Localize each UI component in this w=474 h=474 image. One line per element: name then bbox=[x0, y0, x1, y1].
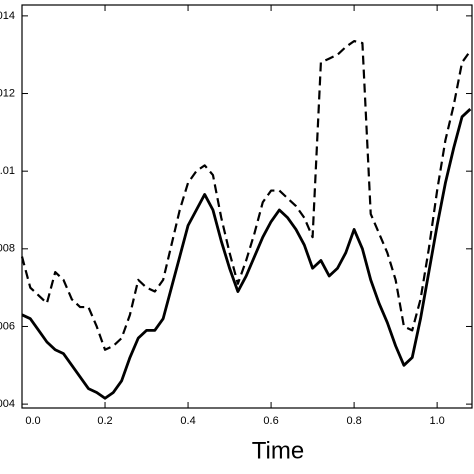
series-line bbox=[21, 108, 472, 400]
x-tick-label: 1.0 bbox=[429, 415, 444, 427]
y-tick-label: 0.004 bbox=[0, 398, 15, 410]
y-tick-label: 0.01 bbox=[0, 165, 15, 177]
y-tick-label: 0.012 bbox=[0, 87, 15, 99]
x-tick-label: 0.0 bbox=[25, 415, 40, 427]
x-tick-label: 0.4 bbox=[180, 415, 195, 427]
plot-frame bbox=[21, 4, 473, 409]
y-tick-label: 0.014 bbox=[0, 10, 15, 22]
x-tick-label: 0.6 bbox=[263, 415, 278, 427]
x-tick-label: 0.8 bbox=[346, 415, 361, 427]
series-line bbox=[20, 40, 472, 351]
y-tick-label: 0.006 bbox=[0, 320, 15, 332]
x-axis-label: Time bbox=[252, 437, 304, 464]
x-tick-label: 0.2 bbox=[97, 415, 112, 427]
y-tick-label: 0.008 bbox=[0, 243, 15, 255]
